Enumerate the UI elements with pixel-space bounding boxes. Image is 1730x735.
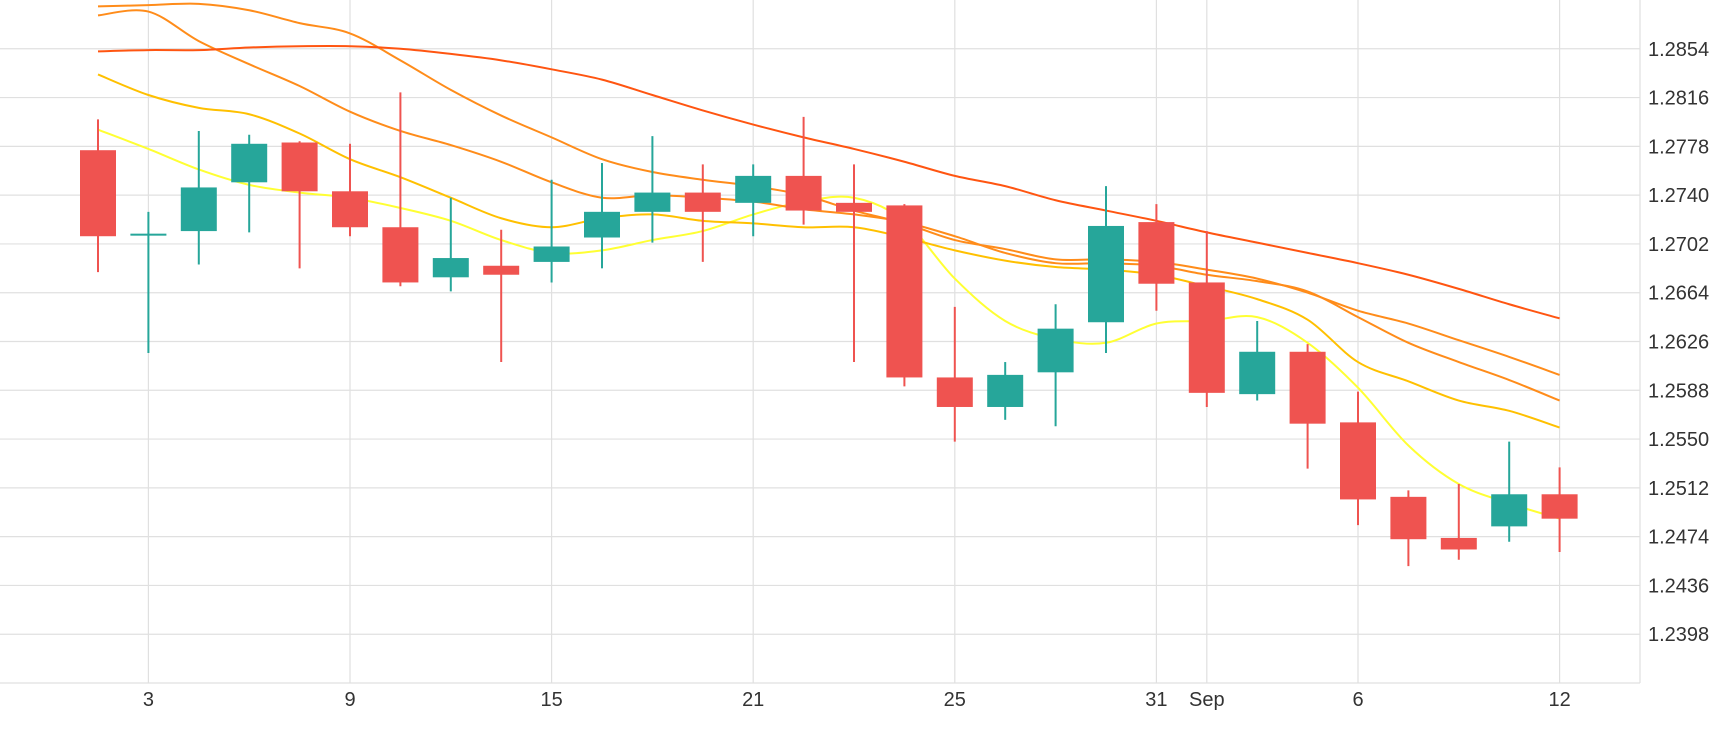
candle-body bbox=[735, 175, 772, 203]
y-tick-label: 1.2740 bbox=[1648, 185, 1709, 207]
candle-body bbox=[382, 227, 419, 283]
candle-layer bbox=[80, 92, 1578, 567]
candle-body bbox=[987, 374, 1024, 407]
x-tick-label: 3 bbox=[143, 689, 154, 711]
axis-layer: 1.2854 1.2816 1.2778 1.2740 1.2702 1.2664 1.26… bbox=[143, 39, 1709, 711]
candle-down bbox=[1138, 204, 1175, 311]
candle-body bbox=[432, 258, 469, 278]
moving-average-line bbox=[97, 44, 1560, 320]
candle-down bbox=[1340, 391, 1376, 526]
y-tick-label: 1.2816 bbox=[1648, 88, 1709, 110]
candle-up bbox=[432, 197, 469, 292]
candle-body bbox=[1239, 351, 1276, 395]
x-tick-label: 31 bbox=[1145, 689, 1167, 711]
candle-down bbox=[281, 141, 318, 269]
candle-up bbox=[1037, 304, 1074, 427]
candle-down bbox=[936, 306, 973, 442]
y-tick-label: 1.2588 bbox=[1648, 380, 1709, 402]
y-tick-label: 1.2436 bbox=[1648, 575, 1709, 597]
candle-up bbox=[634, 136, 671, 243]
x-tick-label: 21 bbox=[742, 689, 764, 711]
y-tick-label: 1.2854 bbox=[1648, 39, 1709, 61]
candle-down bbox=[886, 204, 923, 387]
candle-up bbox=[1239, 320, 1276, 401]
candle-down bbox=[332, 143, 368, 237]
candle-body bbox=[1088, 225, 1124, 323]
candle-down bbox=[1188, 231, 1225, 407]
candle-body bbox=[936, 377, 973, 407]
candle-down bbox=[1289, 344, 1326, 469]
candle-body bbox=[1491, 494, 1528, 527]
candle-up bbox=[584, 163, 620, 269]
candle-body bbox=[1138, 222, 1175, 284]
candle-body bbox=[1340, 422, 1376, 500]
moving-average-line bbox=[97, 2, 1560, 376]
x-tick-label: 25 bbox=[944, 689, 966, 711]
candle-body bbox=[1440, 537, 1477, 550]
candle-body bbox=[1390, 496, 1427, 540]
candle-down bbox=[1541, 467, 1578, 553]
candle-body bbox=[80, 150, 116, 237]
candle-body bbox=[886, 205, 923, 378]
y-tick-label: 1.2702 bbox=[1648, 234, 1709, 256]
candle-up bbox=[1491, 441, 1528, 542]
candle-up bbox=[987, 362, 1024, 420]
candle-down bbox=[684, 164, 721, 262]
y-tick-label: 1.2664 bbox=[1648, 283, 1709, 305]
x-tick-label: Sep bbox=[1189, 689, 1225, 711]
candle-body bbox=[836, 202, 872, 212]
candle-up bbox=[231, 134, 268, 233]
x-tick-label: 12 bbox=[1548, 689, 1570, 711]
candle-body bbox=[130, 233, 167, 236]
moving-average-line bbox=[97, 73, 1560, 429]
candle-body bbox=[332, 191, 368, 228]
candle-down bbox=[382, 92, 419, 287]
candle-body bbox=[231, 143, 268, 183]
y-tick-label: 1.2550 bbox=[1648, 429, 1709, 451]
candle-body bbox=[180, 187, 217, 232]
candle-down bbox=[1390, 490, 1427, 567]
candle-up bbox=[1088, 186, 1124, 354]
candle-body bbox=[533, 246, 570, 262]
candle-down bbox=[785, 116, 822, 225]
candle-body bbox=[584, 211, 620, 238]
candle-body bbox=[281, 142, 318, 192]
y-tick-label: 1.2626 bbox=[1648, 332, 1709, 354]
candle-up bbox=[130, 211, 167, 354]
candle-body bbox=[1289, 351, 1326, 424]
x-tick-label: 15 bbox=[540, 689, 562, 711]
candle-up bbox=[735, 164, 772, 237]
candle-down bbox=[483, 229, 520, 363]
candle-down bbox=[836, 164, 872, 363]
candle-body bbox=[1037, 328, 1074, 373]
x-tick-label: 9 bbox=[344, 689, 355, 711]
candle-body bbox=[634, 192, 671, 212]
candle-body bbox=[483, 265, 520, 275]
y-tick-label: 1.2778 bbox=[1648, 136, 1709, 158]
candle-down bbox=[80, 119, 116, 273]
y-tick-label: 1.2474 bbox=[1648, 527, 1709, 549]
candle-body bbox=[1541, 494, 1578, 519]
candle-body bbox=[684, 192, 721, 212]
x-tick-label: 6 bbox=[1352, 689, 1363, 711]
candle-body bbox=[785, 175, 822, 211]
grid-layer bbox=[0, 0, 1641, 684]
candle-body bbox=[1188, 282, 1225, 393]
y-tick-label: 1.2398 bbox=[1648, 624, 1709, 646]
candle-up bbox=[533, 179, 570, 283]
y-tick-label: 1.2512 bbox=[1648, 478, 1709, 500]
candle-down bbox=[1440, 484, 1477, 560]
candle-up bbox=[180, 130, 217, 265]
